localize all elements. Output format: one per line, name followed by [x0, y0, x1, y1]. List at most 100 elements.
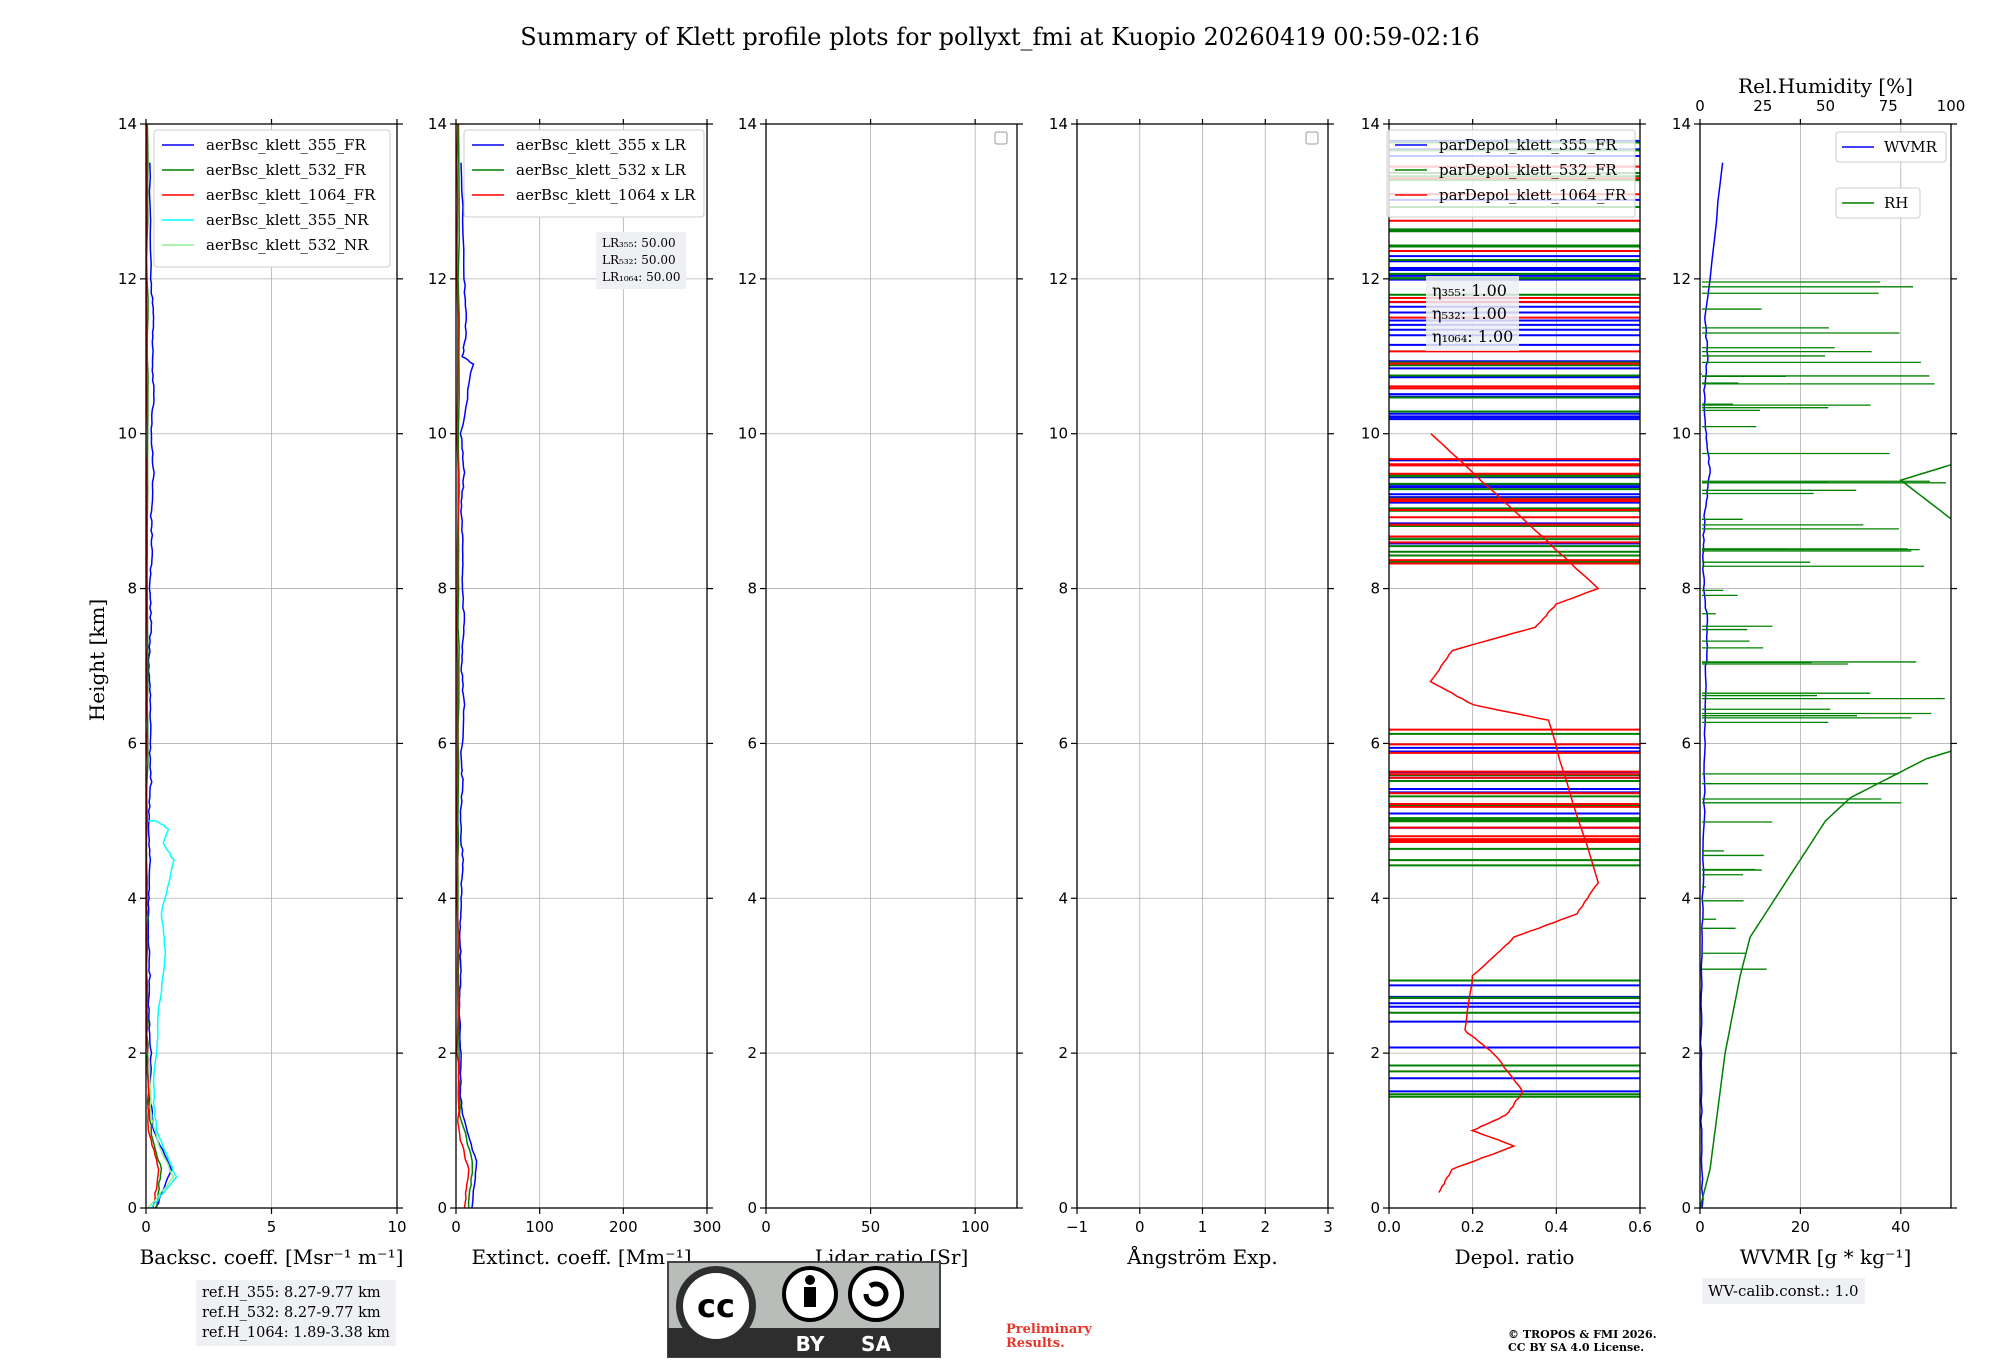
- panel-frame: [145, 123, 398, 1209]
- x-axis-label: Backsc. coeff. [Msr⁻¹ m⁻¹]: [140, 1245, 404, 1269]
- x-tick-label: 40: [1891, 1218, 1910, 1236]
- y-tick-label: 0: [1681, 1199, 1691, 1217]
- legend-label: aerBsc_klett_1064_FR: [206, 186, 376, 204]
- lr-1064: LR₁₀₆₄: 50.00: [602, 270, 681, 284]
- legend-label: aerBsc_klett_532_NR: [206, 236, 369, 254]
- x-tick-label: 5: [267, 1218, 277, 1236]
- series-line-RH: [1700, 463, 1951, 1208]
- x-tick-label: 2: [1260, 1218, 1270, 1236]
- y-tick-label: 8: [127, 580, 137, 598]
- x-tick-label: 200: [609, 1218, 638, 1236]
- x-axis-label: WVMR [g * kg⁻¹]: [1740, 1245, 1912, 1269]
- y-tick-label: 14: [1361, 115, 1380, 133]
- series-line-aerBsc_klett_532_NR: [147, 1053, 175, 1208]
- y-tick-label: 6: [1058, 734, 1068, 752]
- y-tick-label: 4: [127, 889, 137, 907]
- series-line-aerBsc_klett_355 x LR: [458, 162, 478, 1208]
- x-tick-label: 0.6: [1628, 1218, 1652, 1236]
- legend-box: [1835, 131, 1947, 163]
- y-tick-label: 12: [738, 270, 757, 288]
- ref-height-box: ref.H_355: 8.27-9.77 km ref.H_532: 8.27-…: [196, 1280, 396, 1346]
- y-tick-label: 0: [1370, 1199, 1380, 1217]
- top-tick-label: 25: [1753, 97, 1772, 115]
- x-tick-label: 0.4: [1544, 1218, 1568, 1236]
- y-tick-label: 8: [1681, 580, 1691, 598]
- y-tick-label: 12: [118, 270, 137, 288]
- copyright-line-1: © TROPOS & FMI 2026.: [1508, 1328, 1657, 1341]
- series-line-aerBsc_klett_355_FR: [147, 162, 173, 1208]
- ref-height-532: ref.H_532: 8.27-9.77 km: [202, 1305, 381, 1321]
- y-tick-label: 4: [1681, 889, 1691, 907]
- x-tick-label: 0: [1695, 1218, 1705, 1236]
- series-line-aerBsc_klett_1064_FR: [146, 124, 160, 1208]
- top-axis-label: Rel.Humidity [%]: [1738, 74, 1913, 98]
- legend-box: [153, 129, 391, 268]
- y-tick-label: 6: [1681, 734, 1691, 752]
- x-tick-label: 0: [761, 1218, 771, 1236]
- y-tick-label: 10: [1672, 425, 1691, 443]
- sa-label: SA: [861, 1332, 891, 1356]
- by-icon-head: [805, 1275, 815, 1285]
- sa-icon-arrow: [863, 1281, 889, 1307]
- ref-height-1064: ref.H_1064: 1.89-3.38 km: [202, 1325, 390, 1341]
- y-tick-label: 12: [1049, 270, 1068, 288]
- preliminary-line-2: Results.: [1006, 1336, 1065, 1351]
- eta-355: η₃₅₅: 1.00: [1432, 281, 1507, 300]
- series-line-WVMR: [1700, 162, 1724, 1208]
- y-tick-label: 4: [437, 889, 447, 907]
- legend-label: WVMR: [1884, 138, 1938, 156]
- y-axis-label: Height [km]: [85, 599, 109, 721]
- y-tick-label: 6: [1370, 734, 1380, 752]
- x-tick-label: 0.2: [1461, 1218, 1485, 1236]
- copyright-line-2: CC BY SA 4.0 License.: [1508, 1341, 1645, 1354]
- legend-label: aerBsc_klett_532_FR: [206, 161, 366, 179]
- y-tick-label: 8: [437, 580, 447, 598]
- panel-4: 0.0 0.2 0.4 0.6 0 2 4 6 8 10 12 14 Depol. ratio parDe…: [1361, 115, 1652, 1269]
- top-tick-label: 100: [1937, 97, 1966, 115]
- y-tick-label: 2: [1681, 1044, 1691, 1062]
- series-line-aerBsc_klett_355_NR: [148, 820, 178, 1208]
- x-tick-label: 0: [451, 1218, 461, 1236]
- legend-label: aerBsc_klett_355_NR: [206, 211, 369, 229]
- series-line-aerBsc_klett_1064 x LR: [456, 124, 470, 1208]
- y-tick-label: 6: [747, 734, 757, 752]
- legend-box: [1835, 187, 1921, 219]
- y-tick-label: 10: [1361, 425, 1380, 443]
- series-group: [146, 124, 178, 1208]
- y-tick-label: 2: [747, 1044, 757, 1062]
- x-tick-label: 10: [387, 1218, 406, 1236]
- y-tick-label: 14: [738, 115, 757, 133]
- top-tick-label: 50: [1816, 97, 1835, 115]
- y-tick-label: 2: [1370, 1044, 1380, 1062]
- eta-532: η₅₃₂: 1.00: [1432, 304, 1507, 323]
- series-line-aerBsc_klett_532_FR: [146, 124, 163, 1208]
- y-tick-label: 14: [1672, 115, 1691, 133]
- x-axis-label: Extinct. coeff. [Mm⁻¹]: [471, 1245, 691, 1269]
- y-tick-label: 4: [1370, 889, 1380, 907]
- x-tick-label: −1: [1066, 1218, 1088, 1236]
- panel-0: 0 5 10 0 2 4 6 8 10 12 14 Backsc. coeff. [Msr⁻¹ m⁻¹…: [118, 115, 407, 1269]
- legend-label: parDepol_klett_355_FR: [1439, 136, 1617, 154]
- y-tick-label: 10: [1049, 425, 1068, 443]
- y-tick-label: 6: [127, 734, 137, 752]
- x-tick-label: 0: [1135, 1218, 1145, 1236]
- y-tick-label: 12: [1361, 270, 1380, 288]
- legend-label: parDepol_klett_532_FR: [1439, 161, 1617, 179]
- y-tick-label: 2: [1058, 1044, 1068, 1062]
- top-tick-label: 0: [1695, 97, 1705, 115]
- preliminary-note: Preliminary Results.: [1006, 1323, 1092, 1351]
- panel-frame: [765, 123, 1018, 1209]
- y-tick-label: 6: [437, 734, 447, 752]
- series-group: [456, 124, 478, 1208]
- y-tick-label: 10: [428, 425, 447, 443]
- lr-355: LR₃₅₅: 50.00: [602, 236, 676, 250]
- ref-height-355: ref.H_355: 8.27-9.77 km: [202, 1285, 381, 1301]
- y-tick-label: 12: [1672, 270, 1691, 288]
- panel-5: 0 20 40 0 2 4 6 8 10 12 14 WVMR [g * kg⁻¹] WVMR RH Rel…: [1672, 74, 1966, 1269]
- sa-icon: [848, 1266, 904, 1322]
- figure-title: Summary of Klett profile plots for polly…: [520, 23, 1479, 51]
- lr-532: LR₅₃₂: 50.00: [602, 253, 676, 267]
- y-tick-label: 14: [1049, 115, 1068, 133]
- y-tick-label: 2: [127, 1044, 137, 1062]
